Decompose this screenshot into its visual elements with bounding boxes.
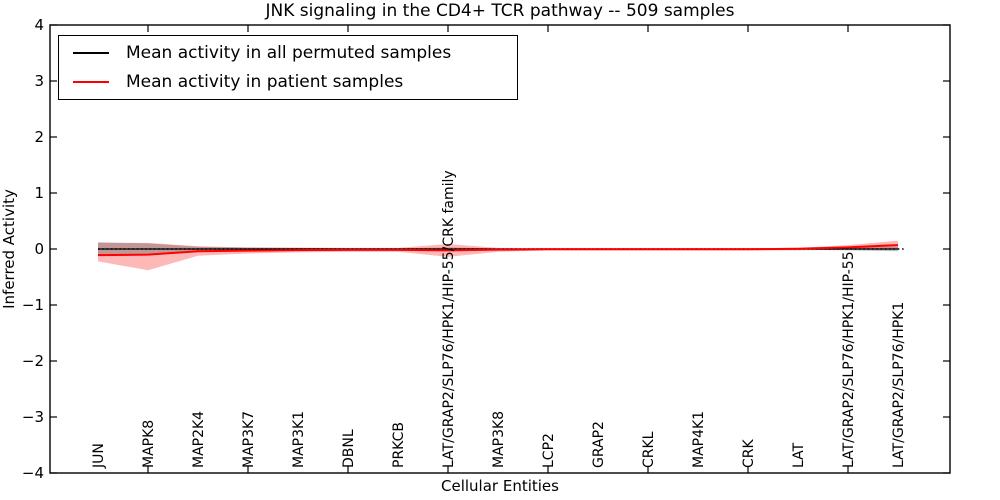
x-tick-label: MAP3K8: [491, 411, 507, 468]
confidence-bands: [98, 240, 898, 271]
y-tick-label: 2: [34, 128, 44, 146]
band-patient: [98, 240, 898, 271]
line-patient-mean: [97, 244, 899, 257]
axis-ticks: [50, 24, 950, 474]
y-tick-label: −3: [22, 408, 44, 426]
x-tick-label: GRAP2: [591, 421, 607, 468]
x-tick-labels: JUN MAPK8 MAP2K4 MAP3K7 MAP3K1 DBNL PRKCB LAT/G…: [91, 170, 907, 469]
legend-line-permuted-icon: [73, 52, 109, 55]
legend-label-permuted: Mean activity in all permuted samples: [126, 43, 452, 64]
x-tick-label: MAPK8: [141, 420, 157, 468]
x-tick-label: MAP3K7: [241, 411, 257, 468]
legend: Mean activity in all permuted samples Me…: [58, 35, 518, 100]
x-tick-label: MAP2K4: [191, 411, 207, 468]
y-tick-label: −4: [22, 464, 44, 482]
y-tick-label: 0: [34, 240, 44, 258]
y-tick-labels: −4 −3 −2 −1 0 1 2 3 4: [22, 16, 44, 482]
x-tick-label: MAP3K1: [291, 411, 307, 468]
y-axis-label: Inferred Activity: [0, 189, 18, 309]
x-axis-label: Cellular Entities: [441, 477, 559, 495]
series-lines: [97, 244, 904, 257]
x-tick-label: DBNL: [341, 429, 357, 468]
x-tick-label: CRK: [741, 438, 757, 468]
legend-item-patient: Mean activity in patient samples: [73, 72, 517, 92]
y-tick-label: −2: [22, 352, 44, 370]
x-tick-label: PRKCB: [391, 422, 407, 468]
y-tick-label: 3: [34, 72, 44, 90]
legend-item-permuted: Mean activity in all permuted samples: [73, 43, 517, 63]
legend-label-patient: Mean activity in patient samples: [126, 71, 404, 92]
x-tick-label: LAT: [791, 442, 807, 468]
y-tick-label: 4: [34, 16, 44, 34]
x-tick-label: CRKL: [641, 431, 657, 468]
x-tick-label: MAP4K1: [691, 411, 707, 468]
x-tick-label: LAT/GRAP2/SLP76/HPK1: [891, 302, 907, 468]
x-tick-label: LAT/GRAP2/SLP76/HPK1/HIP-55: [841, 251, 857, 468]
x-tick-label: LAT/GRAP2/SLP76/HPK1/HIP-55/CRK family: [441, 170, 457, 468]
y-tick-label: 1: [34, 184, 44, 202]
chart-title: JNK signaling in the CD4+ TCR pathway --…: [265, 1, 735, 21]
legend-line-patient-icon: [73, 80, 109, 83]
x-tick-label: LCP2: [541, 433, 557, 468]
x-tick-label: JUN: [91, 443, 107, 469]
y-tick-label: −1: [22, 296, 44, 314]
